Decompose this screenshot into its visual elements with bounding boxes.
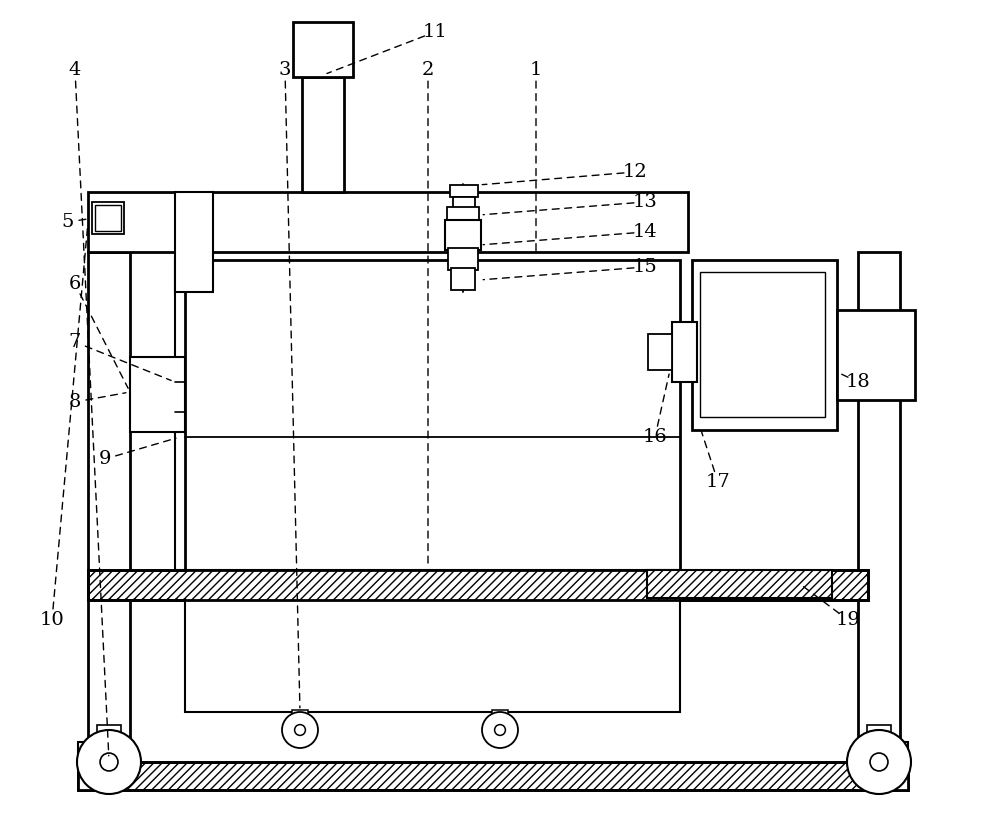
Bar	[867, 726, 891, 745]
Text: 4: 4	[69, 61, 81, 79]
Text: 8: 8	[69, 393, 81, 411]
Circle shape	[282, 712, 318, 748]
Bar	[97, 726, 121, 745]
Bar	[78, 762, 128, 790]
Bar	[88, 570, 868, 600]
Bar	[302, 77, 344, 192]
Bar	[692, 260, 837, 430]
Text: 6: 6	[69, 275, 81, 293]
Circle shape	[495, 725, 505, 735]
Bar	[175, 260, 213, 570]
Bar	[293, 22, 353, 77]
Bar	[78, 742, 128, 770]
Bar	[700, 272, 825, 417]
Bar	[78, 762, 908, 790]
Bar	[450, 185, 478, 197]
Text: 1: 1	[530, 61, 542, 79]
Text: 18: 18	[846, 373, 870, 391]
Text: 19: 19	[836, 611, 860, 629]
Bar	[95, 205, 121, 231]
Bar	[648, 334, 672, 370]
Bar	[88, 192, 688, 252]
Bar	[647, 570, 832, 598]
Text: 9: 9	[99, 450, 111, 468]
Text: 15: 15	[633, 258, 657, 276]
Bar	[90, 572, 866, 598]
Text: 12: 12	[623, 163, 647, 181]
Bar	[185, 570, 680, 712]
Bar	[451, 268, 475, 290]
Circle shape	[295, 725, 305, 735]
Bar	[445, 220, 481, 250]
Bar	[88, 252, 130, 742]
Text: 3: 3	[279, 61, 291, 79]
Text: 13: 13	[633, 193, 657, 211]
Bar	[858, 252, 900, 742]
Text: 2: 2	[422, 61, 434, 79]
Text: 14: 14	[633, 223, 657, 241]
Text: 10: 10	[40, 611, 64, 629]
Text: 16: 16	[643, 428, 667, 446]
Bar	[130, 357, 185, 432]
Bar	[672, 322, 697, 382]
Circle shape	[77, 730, 141, 794]
Circle shape	[100, 753, 118, 771]
Bar	[88, 570, 868, 600]
Bar	[447, 207, 479, 222]
Bar	[78, 762, 908, 790]
Bar	[292, 711, 308, 721]
Bar	[858, 742, 908, 770]
Bar	[185, 260, 680, 570]
Bar	[837, 310, 915, 400]
Text: 5: 5	[62, 213, 74, 231]
Text: 17: 17	[706, 473, 730, 491]
Bar	[857, 762, 908, 790]
Bar	[492, 711, 508, 721]
Text: 11: 11	[423, 23, 447, 41]
Bar	[175, 192, 213, 292]
Circle shape	[847, 730, 911, 794]
Circle shape	[482, 712, 518, 748]
Bar	[92, 202, 124, 234]
Bar	[448, 248, 478, 270]
Text: 7: 7	[69, 333, 81, 351]
Circle shape	[870, 753, 888, 771]
Bar	[453, 197, 475, 210]
